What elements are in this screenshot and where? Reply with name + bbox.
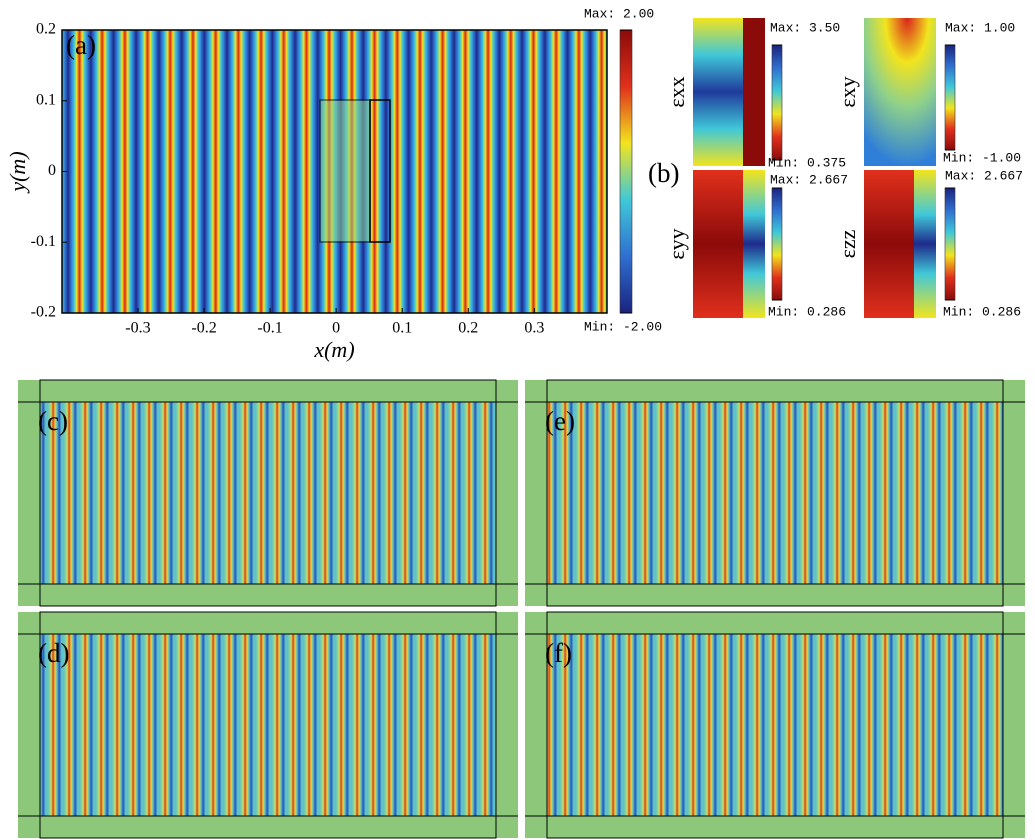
x-tick-label: -0.3: [125, 320, 150, 337]
tensor-label: εzz: [835, 229, 860, 258]
tensor-strip: [743, 170, 765, 318]
colorbar: [944, 187, 956, 301]
tensor-strip: [914, 170, 936, 318]
panel-label: (f): [545, 638, 572, 668]
colorbar-min-label: Min: 0.286: [768, 304, 846, 319]
pml-frame: [546, 379, 1004, 607]
colorbar-max-label: Max: 2.667: [945, 168, 1023, 183]
tensor-label: εyy: [664, 228, 689, 259]
colorbar-min-label: Min: 0.375: [768, 155, 846, 170]
colorbar-min-label: Min: 0.286: [943, 304, 1021, 319]
y-tick-label: -0.2: [31, 304, 56, 321]
tensor-label: εxx: [664, 76, 689, 107]
pml-frame: [546, 611, 1004, 839]
y-tick-label: 0: [48, 162, 56, 179]
colorbar-min-label: Min: -2.00: [584, 319, 662, 334]
colorbar-max-label: Max: 2.00: [584, 6, 654, 21]
colorbar: [944, 44, 956, 151]
colorbar-max-label: Max: 1.00: [945, 20, 1015, 35]
tensor-strip: [743, 18, 765, 166]
x-tick-label: 0.1: [392, 320, 412, 337]
y-tick-label: 0.1: [36, 91, 56, 108]
colorbar: [771, 187, 783, 301]
panel-label: (c): [38, 406, 68, 436]
y-tick-label: -0.1: [31, 233, 56, 250]
panel-label: (b): [648, 158, 679, 188]
panel-label: (d): [38, 638, 69, 668]
x-axis-label: x(m): [313, 337, 354, 362]
cloak-shell: [369, 99, 391, 243]
colorbar-max-label: Max: 2.667: [770, 172, 848, 187]
y-tick-label: 0.2: [36, 21, 56, 38]
x-tick-label: -0.2: [191, 320, 216, 337]
tensor-map: [864, 18, 936, 166]
panel-label: (a): [66, 30, 96, 60]
y-axis-label: y(m): [5, 151, 30, 193]
pml-frame: [39, 379, 497, 607]
field-map: [547, 634, 1003, 816]
field-map: [40, 402, 496, 584]
panel-label: (e): [545, 406, 575, 436]
colorbar-min-label: Min: -1.00: [943, 150, 1021, 165]
x-tick-label: 0.3: [524, 320, 544, 337]
field-map: [40, 634, 496, 816]
colorbar: [771, 44, 783, 161]
x-tick-label: -0.1: [257, 320, 282, 337]
x-tick-label: 0.2: [458, 320, 478, 337]
colorbar: [619, 29, 633, 314]
tensor-label: εxy: [835, 76, 860, 107]
pml-frame: [39, 611, 497, 839]
field-map: [547, 402, 1003, 584]
colorbar-max-label: Max: 3.50: [770, 20, 840, 35]
cloak-region: [319, 99, 371, 243]
x-tick-label: 0: [332, 320, 340, 337]
